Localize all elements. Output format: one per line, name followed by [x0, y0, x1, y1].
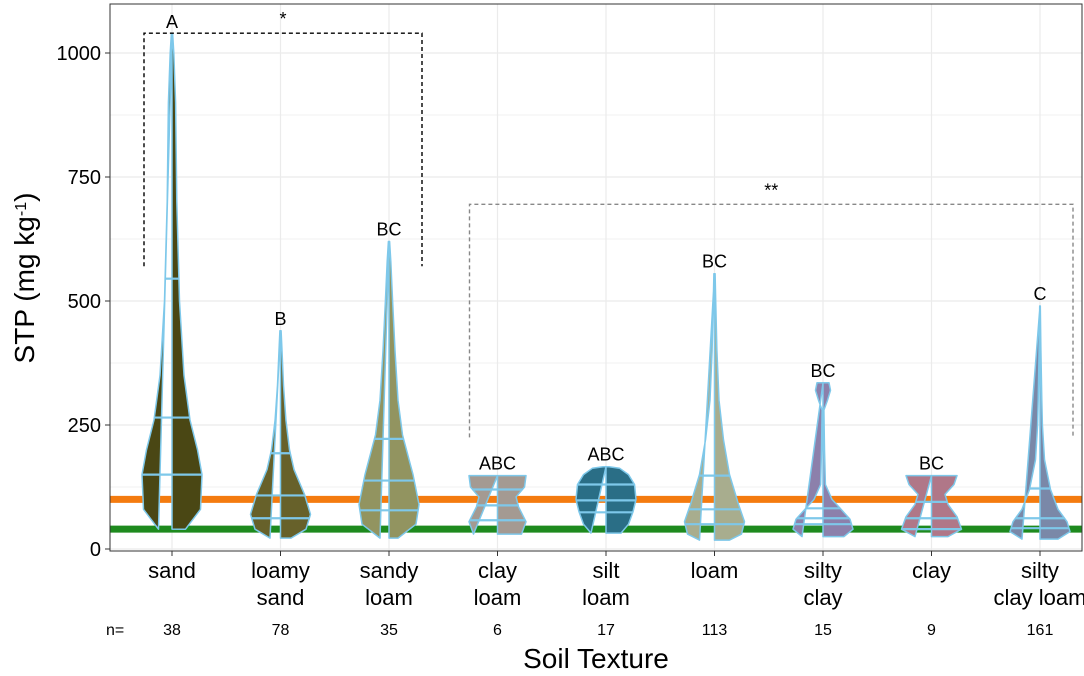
x-tick-label: clay loam: [994, 585, 1084, 610]
group-letter: BC: [376, 219, 401, 239]
violin: [1009, 305, 1071, 540]
x-tick-label: silt: [593, 558, 620, 583]
significance-brackets: ***: [143, 9, 1074, 438]
x-tick-label: loam: [474, 585, 522, 610]
significance-label: *: [279, 9, 286, 29]
group-letter: B: [274, 309, 286, 329]
x-axis: n=sand38loamysand78sandyloam35clayloam6s…: [106, 551, 1084, 639]
x-tick-label: silty: [804, 558, 842, 583]
x-tick-label: loam: [582, 585, 630, 610]
x-tick-label: clay: [912, 558, 951, 583]
x-tick-label: loam: [691, 558, 739, 583]
n-count-label: 78: [272, 622, 290, 639]
x-tick-label: sandy: [360, 558, 419, 583]
violin: [683, 272, 746, 541]
group-letter: ABC: [479, 454, 516, 474]
group-letters: A B BC ABC ABC BC BC BC C: [166, 12, 1047, 474]
plot-border: [109, 3, 1083, 552]
bracket-line: [468, 203, 1074, 438]
n-count-label: 161: [1027, 622, 1054, 639]
n-count-label: 38: [163, 622, 181, 639]
n-count-label: 9: [927, 622, 936, 639]
n-count-label: 6: [493, 622, 502, 639]
group-letter: BC: [919, 454, 944, 474]
x-tick-label: loamy: [251, 558, 310, 583]
y-tick-label: 0: [90, 539, 101, 561]
x-tick-label: sand: [257, 585, 305, 610]
y-tick-label: 250: [68, 415, 101, 437]
group-letter: ABC: [587, 445, 624, 465]
bracket-line: [143, 32, 423, 267]
x-tick-label: silty: [1021, 558, 1059, 583]
y-tick-label: 750: [68, 167, 101, 189]
n-count-label: 113: [702, 622, 728, 639]
y-tick-label: 500: [68, 291, 101, 313]
violin: [900, 474, 963, 538]
x-tick-label: clay: [478, 558, 517, 583]
group-letter: BC: [810, 361, 835, 381]
n-prefix-label: n=: [106, 622, 124, 639]
y-axis-title: STP (mg kg-1): [9, 193, 40, 364]
significance-label: **: [764, 180, 778, 200]
x-tick-label: clay: [803, 585, 842, 610]
x-tick-label: sand: [148, 558, 196, 583]
group-letter: A: [166, 12, 178, 32]
violin: [792, 382, 854, 538]
y-tick-label: 1000: [57, 43, 102, 65]
group-letter: C: [1034, 284, 1047, 304]
group-letter: BC: [702, 252, 727, 272]
x-tick-label: loam: [365, 585, 413, 610]
n-count-label: 35: [380, 622, 398, 639]
n-count-label: 15: [814, 622, 832, 639]
x-axis-title: Soil Texture: [523, 643, 669, 674]
n-count-label: 17: [597, 622, 615, 639]
y-axis: 0 250 500 750 1000: [57, 43, 110, 561]
